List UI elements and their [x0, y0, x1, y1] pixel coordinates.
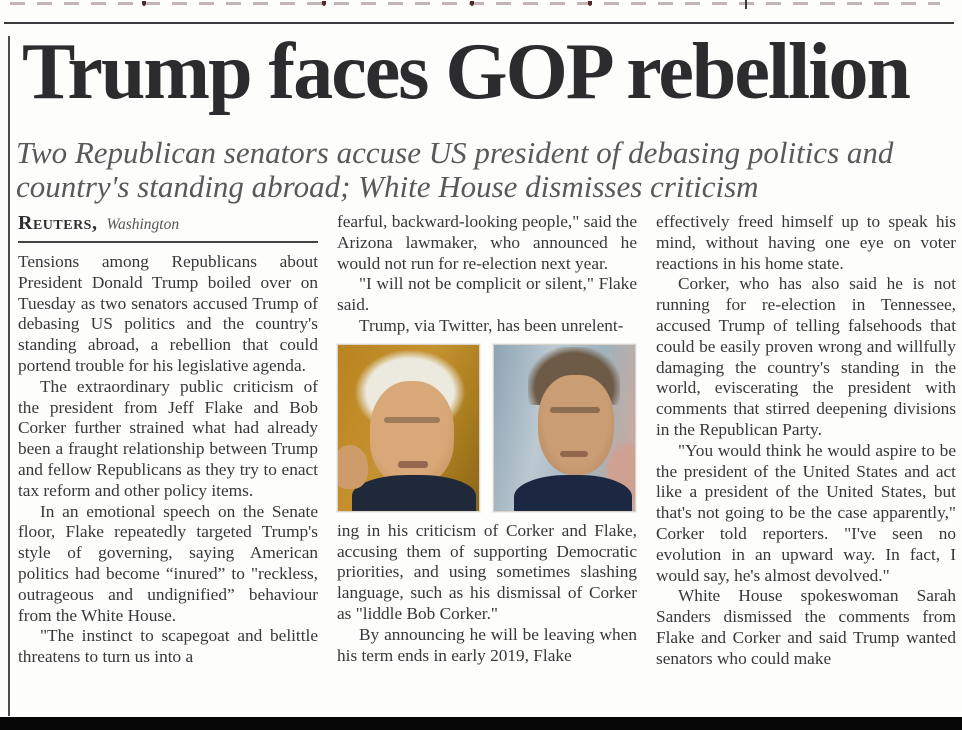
- column-2: fearful, backward-looking people," said …: [337, 212, 637, 716]
- corker-hand: [338, 444, 368, 489]
- jeff-flake-photo: [493, 343, 636, 512]
- column-3: effectively freed himself up to speak hi…: [656, 212, 956, 716]
- flake-face: [538, 374, 614, 475]
- bob-corker-photo: [337, 343, 480, 512]
- paragraph: fearful, backward-looking people," said …: [337, 212, 637, 273]
- headline: Trump faces GOP rebellion: [22, 28, 911, 116]
- paragraph: "The instinct to scapegoat and belittle …: [18, 626, 318, 667]
- photo-row: [337, 343, 637, 512]
- text-fragment-dot: [142, 1, 146, 6]
- paragraph: ing in his criticism of Corker and Flake…: [337, 520, 637, 623]
- paragraph: Corker, who has also said he is not runn…: [656, 274, 956, 439]
- article-body: Reuters, Washington Tensions among Repub…: [18, 212, 956, 716]
- topbar-divider: [745, 0, 747, 9]
- cropped-topbar-text: [0, 0, 962, 9]
- flake-suit: [514, 474, 632, 511]
- left-border-rule: [8, 36, 10, 716]
- cropped-text-fragments: [10, 2, 940, 5]
- byline-rule: [18, 241, 318, 243]
- paragraph: By announcing he will be leaving when hi…: [337, 624, 637, 665]
- paragraph: "You would think he would aspire to be t…: [656, 440, 956, 585]
- subheadline: Two Republican senators accuse US presid…: [16, 135, 894, 204]
- paragraph: Tensions among Republicans about Preside…: [18, 252, 318, 375]
- byline-location: Washington: [106, 216, 180, 233]
- corker-suit: [352, 474, 476, 511]
- paragraph: effectively freed himself up to speak hi…: [656, 212, 956, 273]
- corker-glasses: [384, 416, 440, 423]
- paragraph: White House spokeswoman Sarah Sanders di…: [656, 586, 956, 668]
- text-fragment-dot: [322, 1, 326, 6]
- text-fragment-dot: [588, 1, 592, 6]
- text-fragment-dot: [470, 1, 474, 6]
- byline-source: Reuters,: [18, 212, 98, 234]
- paragraph: Trump, via Twitter, has been unrelent-: [359, 315, 624, 335]
- top-border-rule: [4, 22, 954, 24]
- flake-mouth: [560, 450, 588, 457]
- column-1: Reuters, Washington Tensions among Repub…: [18, 212, 318, 716]
- paragraph: In an emotional speech on the Senate flo…: [18, 501, 318, 625]
- flake-brow: [550, 406, 600, 413]
- bottom-black-bar: [0, 717, 962, 730]
- corker-mouth: [398, 460, 428, 468]
- paragraph: The extraordinary public criticism of th…: [18, 376, 318, 500]
- byline: Reuters, Washington: [18, 212, 318, 234]
- paragraph: "I will not be complicit or silent," Fla…: [337, 274, 637, 315]
- corker-face: [370, 380, 454, 485]
